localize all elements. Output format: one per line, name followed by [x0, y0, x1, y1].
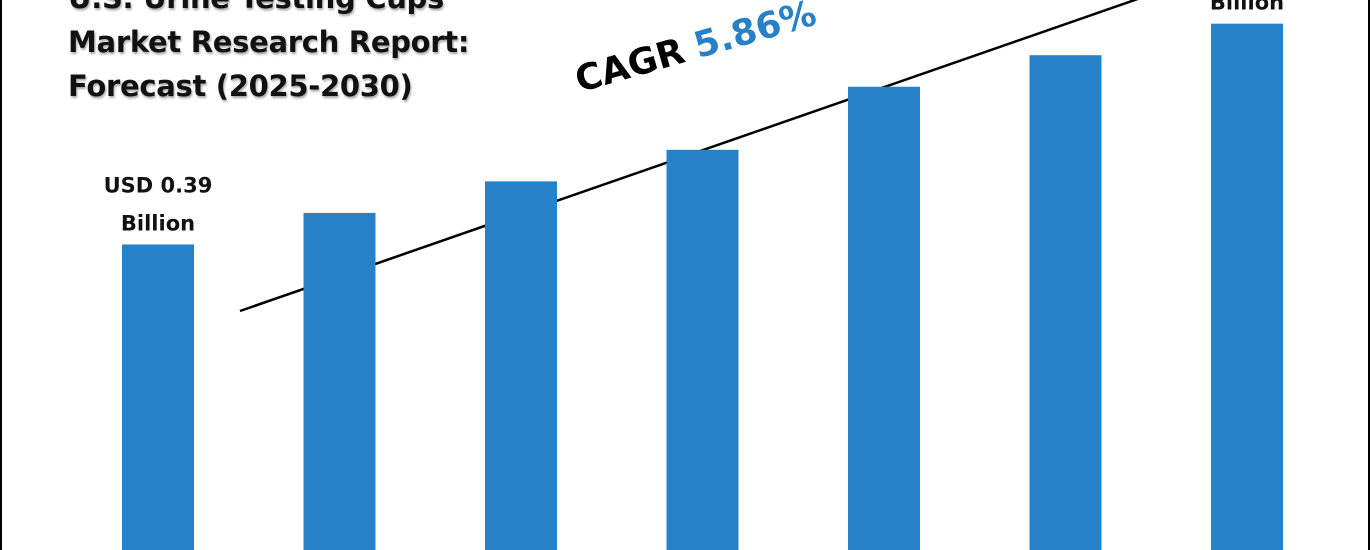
bar-2 [303, 212, 376, 550]
bar-6 [1029, 55, 1102, 550]
bar-7 [1211, 23, 1283, 550]
data-label-1-line-2: Billion [121, 211, 195, 235]
data-labels-group: USD 0.39 Billion Billion [104, 0, 1284, 235]
data-label-7-line-2: Billion [1210, 0, 1284, 15]
bars-group [122, 23, 1283, 550]
bar-1 [122, 244, 194, 550]
bar-4 [666, 149, 739, 550]
bar-5 [848, 86, 920, 550]
bar-3 [485, 181, 557, 550]
title-line-3: Forecast (2025-2030) [68, 69, 413, 103]
title-line-1: U.S. Urine Testing Cups [68, 0, 588, 20]
chart-title: U.S. Urine Testing Cups Market Research … [68, 0, 588, 108]
data-label-1-line-1: USD 0.39 [104, 173, 213, 197]
title-line-2: Market Research Report: [68, 25, 470, 59]
